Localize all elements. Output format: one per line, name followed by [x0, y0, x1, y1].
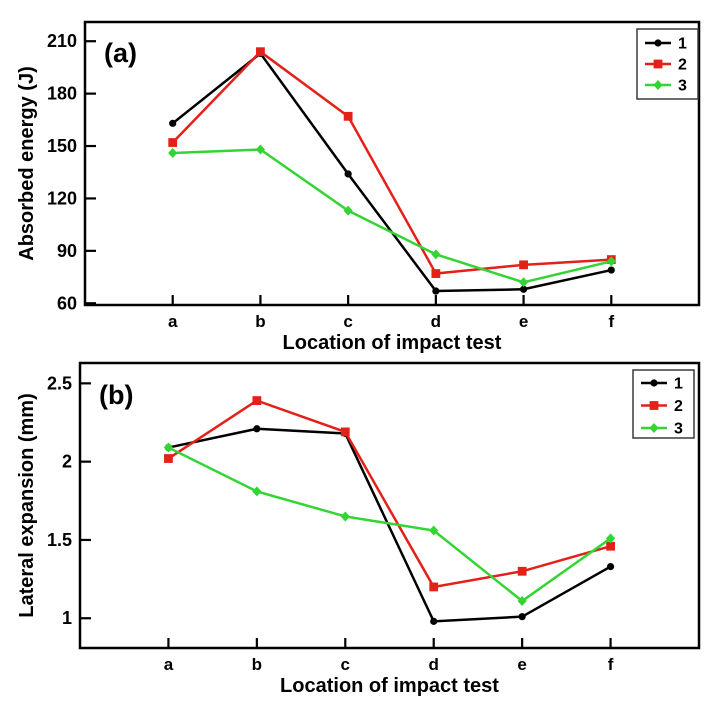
y-tick-label: 210	[47, 31, 77, 51]
series-line-1	[171, 51, 612, 293]
series-3-point-c	[343, 205, 353, 216]
x-category-label: e	[519, 312, 528, 331]
series-1-point-d	[432, 287, 440, 295]
series-3-point-c	[340, 511, 350, 522]
series-1-point-e	[518, 613, 526, 621]
x-category-label: b	[255, 312, 265, 331]
series-2-point-d	[429, 582, 439, 592]
legend-marker-2	[649, 401, 659, 410]
x-category-label: a	[168, 312, 178, 331]
series-2-point-f	[606, 541, 615, 551]
y-axis-title: Absorbed energy (J)	[16, 66, 38, 260]
series-line-3	[172, 148, 612, 284]
series-3-point-e	[518, 277, 529, 288]
series-1-point-d	[430, 617, 438, 625]
series-line-2	[171, 50, 612, 275]
plot-frame	[83, 20, 701, 307]
x-category-label: e	[517, 655, 526, 674]
series-1-point-b	[253, 425, 261, 433]
series-line-2	[167, 399, 611, 589]
x-category-label: b	[252, 655, 262, 674]
x-category-label: c	[341, 655, 350, 674]
series-3-point-d	[429, 525, 439, 536]
series-1-point-a	[169, 119, 177, 127]
legend-entry-label: 2	[678, 57, 687, 74]
series-2-point-b	[256, 47, 265, 57]
panel-label: (a)	[104, 38, 137, 68]
x-category-label: f	[608, 312, 614, 331]
legend-entry-label: 2	[674, 398, 683, 415]
series-line-1	[168, 427, 612, 623]
series-3-point-a	[163, 442, 174, 453]
y-tick-label: 2	[62, 452, 72, 472]
series-2-point-e	[517, 566, 527, 576]
y-tick-label: 60	[57, 293, 77, 313]
series-2-point-e	[519, 260, 528, 270]
legend-entry-label: 3	[678, 78, 687, 95]
legend-entry-label: 3	[674, 421, 683, 438]
series-1-point-e	[519, 285, 528, 293]
y-tick-label: 1.5	[47, 530, 72, 550]
series-3-point-a	[168, 148, 178, 159]
y-tick-label: 1	[62, 608, 72, 628]
x-category-label: f	[608, 655, 614, 674]
y-tick-label: 150	[47, 136, 77, 156]
series-2-point-c	[340, 427, 350, 437]
series-2-point-b	[252, 396, 262, 405]
legend-marker-1	[650, 379, 658, 387]
x-category-label: c	[343, 312, 352, 331]
x-category-label: a	[164, 655, 174, 674]
x-category-label: d	[429, 655, 439, 674]
series-3-point-b	[252, 486, 262, 497]
legend-marker-2	[653, 59, 663, 69]
plot-frame	[78, 361, 701, 650]
legend-marker-1	[654, 39, 662, 47]
x-axis-title: Location of impact test	[283, 332, 502, 354]
series-2-point-c	[343, 111, 353, 121]
series-line-3	[167, 446, 612, 603]
x-category-label: d	[431, 312, 441, 331]
y-tick-label: 90	[57, 241, 77, 261]
legend-entry-label: 1	[674, 376, 683, 393]
series-3-point-f	[606, 256, 616, 267]
series-1-point-f	[606, 562, 615, 571]
y-axis-title: Lateral expansion (mm)	[16, 393, 38, 618]
y-tick-label: 2.5	[47, 373, 72, 393]
legend-box	[632, 369, 695, 439]
series-1-point-f	[607, 266, 615, 274]
series-2-point-d	[431, 269, 441, 278]
legend-marker-3	[649, 423, 659, 433]
series-3-point-f	[605, 533, 616, 544]
y-tick-label: 120	[47, 188, 77, 208]
x-axis-title: Location of impact test	[280, 675, 499, 697]
series-1-point-c	[344, 170, 352, 178]
legend-marker-3	[653, 80, 663, 90]
series-3-point-b	[255, 144, 266, 155]
legend-entry-label: 1	[678, 36, 687, 53]
series-2-point-a	[164, 454, 173, 463]
panel-label: (b)	[99, 380, 133, 410]
series-2-point-a	[168, 138, 178, 147]
y-tick-label: 180	[47, 84, 77, 104]
series-3-point-e	[517, 596, 527, 607]
series-3-point-d	[431, 249, 441, 260]
